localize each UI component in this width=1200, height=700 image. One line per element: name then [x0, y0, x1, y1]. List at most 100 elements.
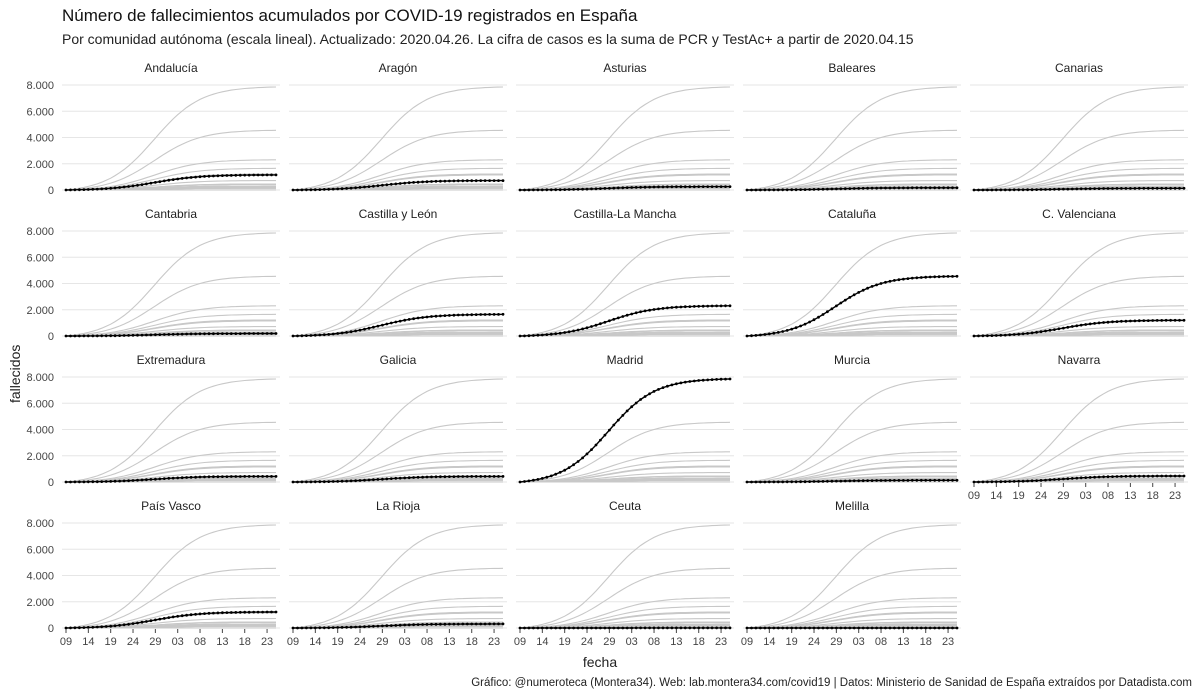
data-point	[790, 188, 794, 192]
data-point	[439, 475, 442, 479]
data-point	[185, 476, 189, 479]
background-series-line	[746, 86, 958, 191]
data-point	[884, 186, 887, 190]
data-point	[910, 626, 914, 630]
data-point	[1102, 187, 1105, 190]
data-point	[300, 334, 304, 338]
data-point	[367, 625, 371, 628]
data-point	[683, 305, 687, 309]
data-point	[1012, 188, 1016, 192]
data-point	[919, 186, 923, 190]
data-point	[158, 477, 162, 481]
facet-title-melilla: Melilla	[835, 499, 869, 513]
data-point	[630, 312, 634, 316]
data-point	[585, 187, 589, 191]
data-point	[136, 333, 139, 337]
data-point	[994, 188, 998, 192]
data-point	[745, 188, 749, 192]
data-point	[212, 611, 215, 615]
data-point	[897, 186, 901, 190]
data-point	[358, 186, 362, 189]
y-tick-label: 0	[48, 477, 54, 489]
data-point	[794, 626, 798, 630]
data-point	[706, 304, 710, 308]
data-point	[817, 187, 820, 191]
data-point	[567, 466, 571, 469]
data-point	[1003, 480, 1007, 483]
data-point	[612, 423, 616, 427]
data-point	[1106, 187, 1110, 190]
data-point	[86, 480, 90, 484]
data-point	[536, 626, 540, 630]
data-point	[136, 478, 139, 482]
data-point	[176, 332, 180, 336]
data-point	[955, 186, 959, 190]
x-tick-label: 18	[466, 636, 478, 648]
data-point	[857, 479, 861, 483]
data-point	[345, 331, 348, 334]
background-series-line	[292, 567, 504, 629]
data-point	[830, 187, 834, 191]
data-point	[928, 478, 932, 482]
data-point	[430, 180, 433, 183]
data-point	[274, 332, 278, 335]
data-point	[759, 188, 762, 192]
facet-title-asturias: Asturias	[603, 61, 646, 75]
data-point	[247, 173, 251, 177]
data-point	[884, 626, 887, 630]
data-point	[86, 334, 90, 338]
data-point	[549, 626, 553, 630]
background-series-line	[973, 421, 1185, 483]
data-point	[754, 188, 758, 192]
data-point	[701, 378, 705, 382]
data-point	[884, 479, 887, 482]
data-point	[1066, 477, 1070, 481]
x-tick-label: 29	[603, 636, 615, 648]
data-point	[951, 275, 954, 278]
data-point	[942, 275, 945, 278]
data-point	[915, 186, 919, 190]
data-point	[331, 187, 335, 191]
data-point	[430, 475, 433, 479]
data-point	[558, 626, 562, 630]
data-point	[158, 180, 162, 184]
data-point	[407, 181, 411, 185]
data-point	[745, 334, 749, 338]
data-point	[759, 480, 762, 484]
data-point	[879, 626, 883, 630]
data-point	[657, 388, 660, 391]
background-series-line	[746, 305, 957, 337]
data-point	[616, 316, 620, 320]
data-point	[888, 186, 892, 190]
data-point	[688, 380, 692, 383]
x-tick-label: 18	[1147, 490, 1159, 502]
data-point	[590, 187, 593, 191]
data-point	[95, 334, 99, 338]
data-point	[763, 333, 767, 336]
data-point	[1026, 332, 1029, 335]
facet-title-c-valenciana: C. Valenciana	[1042, 207, 1116, 221]
background-series-line	[746, 129, 958, 191]
data-point	[999, 188, 1003, 192]
data-point	[234, 611, 238, 614]
data-point	[955, 626, 959, 630]
y-tick-label: 6.000	[26, 106, 54, 118]
background-series-line	[746, 451, 957, 483]
x-tick-label: 03	[626, 636, 638, 648]
data-point	[492, 313, 496, 316]
data-point	[372, 624, 375, 628]
data-point	[888, 279, 892, 283]
data-point	[999, 333, 1003, 337]
x-tick-label: 24	[808, 636, 820, 648]
data-point	[558, 331, 562, 335]
data-point	[381, 477, 384, 481]
x-tick-label: 19	[105, 636, 117, 648]
data-point	[385, 477, 389, 481]
data-point	[140, 478, 144, 482]
data-point	[322, 480, 326, 484]
data-point	[452, 475, 456, 478]
data-point	[270, 475, 273, 478]
y-tick-label: 0	[48, 331, 54, 343]
data-point	[937, 275, 941, 279]
background-series-line	[292, 159, 503, 191]
